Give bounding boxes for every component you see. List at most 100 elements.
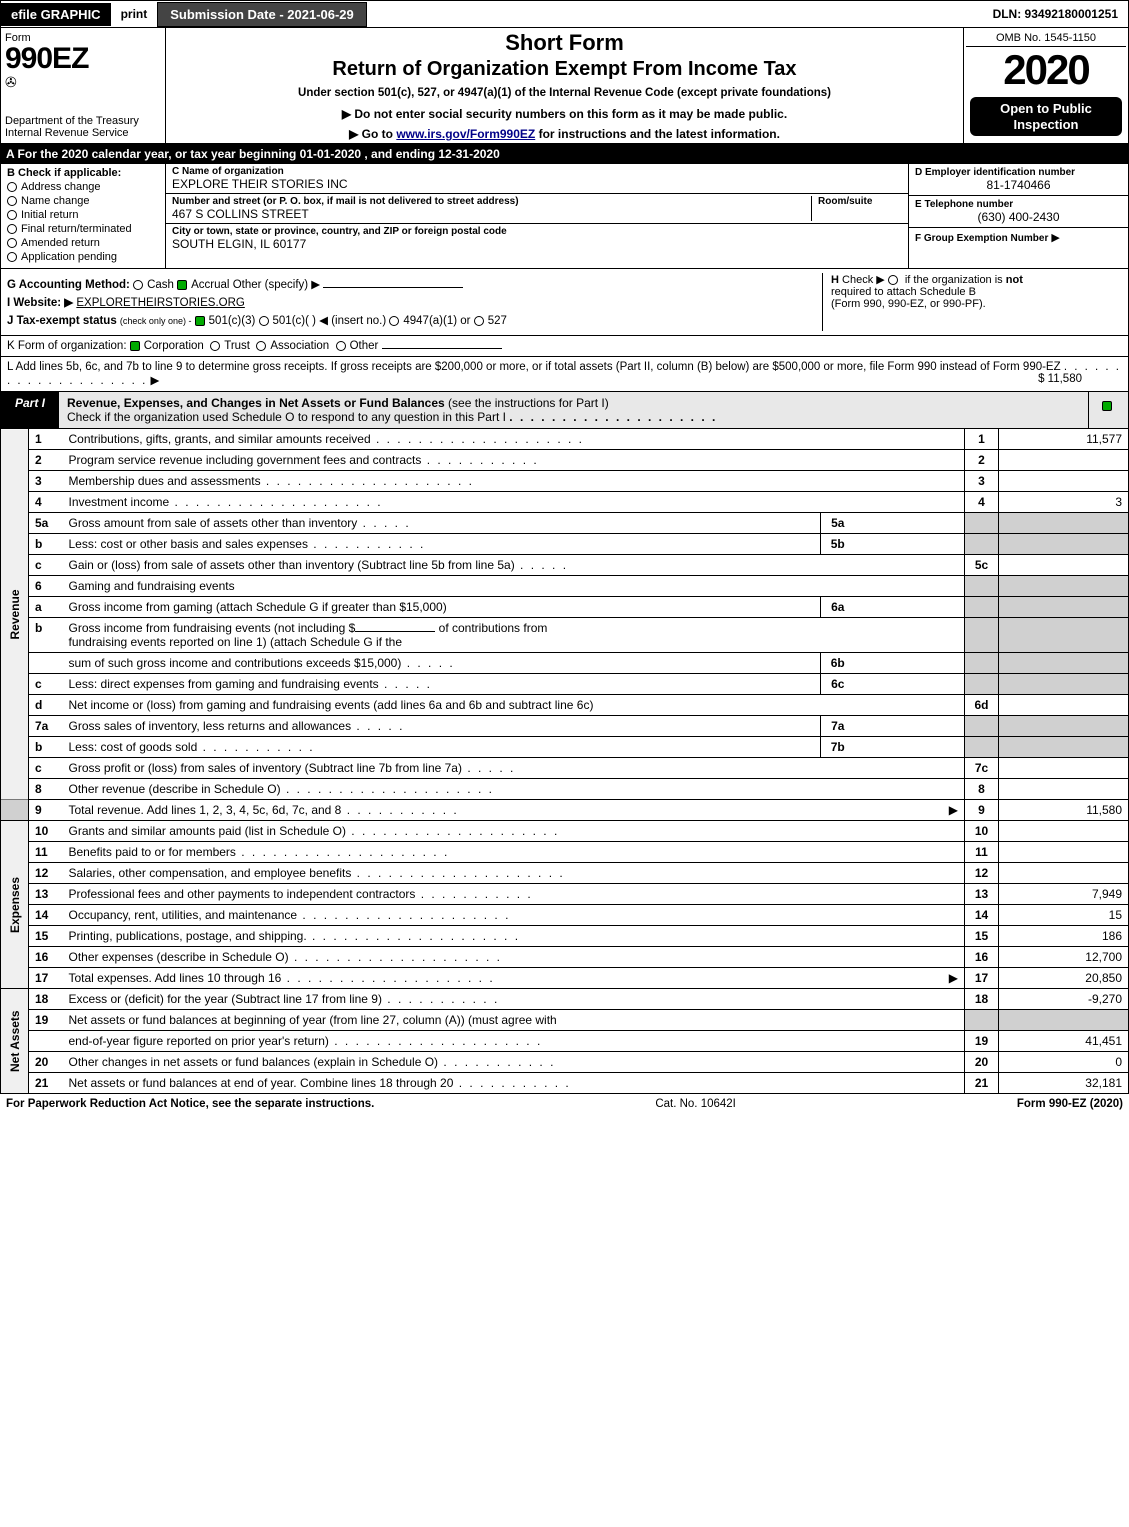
check-527[interactable] [474, 316, 484, 326]
check-association[interactable] [256, 341, 266, 351]
department-text: Department of the Treasury Internal Reve… [5, 115, 139, 139]
line-5b-amount [855, 534, 965, 555]
section-c-label: C Name of organization [172, 166, 902, 177]
city-value: SOUTH ELGIN, IL 60177 [172, 237, 902, 251]
line-7a-amount [855, 716, 965, 737]
dln: DLN: 93492180001251 [983, 7, 1128, 21]
form-subtitle-1: Under section 501(c), 527, or 4947(a)(1)… [174, 87, 955, 99]
website-value[interactable]: EXPLORETHEIRSTORIES.ORG [76, 297, 245, 309]
tax-exempt-status-row: J Tax-exempt status (check only one) - 5… [7, 313, 814, 327]
meta-block: G Accounting Method: Cash Accrual Other … [0, 269, 1129, 336]
part-title: Revenue, Expenses, and Changes in Net As… [67, 396, 445, 410]
line-11-amount [999, 842, 1129, 863]
line-2-amount [999, 450, 1129, 471]
check-schedule-o-used[interactable] [1102, 401, 1112, 411]
check-address-change[interactable]: Address change [7, 181, 159, 193]
ein-label: D Employer identification number [915, 167, 1122, 178]
omb-number: OMB No. 1545-1150 [966, 30, 1126, 47]
section-b-label: B Check if applicable: [7, 167, 159, 179]
check-accrual[interactable] [177, 280, 187, 290]
part-badge: Part I [1, 392, 59, 428]
tax-year: 2020 [966, 47, 1126, 93]
address-value: 467 S COLLINS STREET [172, 207, 805, 221]
part-1-header: Part I Revenue, Expenses, and Changes in… [0, 392, 1129, 429]
line-17-amount: 20,850 [999, 968, 1129, 989]
group-exemption-label: F Group Exemption Number [915, 233, 1048, 244]
expenses-side-label: Expenses [1, 821, 29, 989]
open-to-public-badge: Open to Public Inspection [970, 97, 1122, 136]
print-button[interactable]: print [111, 7, 158, 21]
submission-date-badge: Submission Date - 2021-06-29 [157, 2, 367, 27]
arrow-icon: ▶ [342, 107, 351, 121]
check-corporation[interactable] [130, 341, 140, 351]
line-20-amount: 0 [999, 1052, 1129, 1073]
line-14-amount: 15 [999, 905, 1129, 926]
line-5c-amount [999, 555, 1129, 576]
check-4947[interactable] [389, 316, 399, 326]
arrow-icon: ▶ [150, 373, 159, 387]
form-subtitle-2: ▶ Do not enter social security numbers o… [174, 107, 955, 121]
line-1-amount: 11,577 [999, 429, 1129, 450]
check-501c3[interactable] [195, 316, 205, 326]
form-title-short: Short Form [174, 30, 955, 56]
line-21-amount: 32,181 [999, 1073, 1129, 1094]
line-10-amount [999, 821, 1129, 842]
form-title-main: Return of Organization Exempt From Incom… [174, 58, 955, 81]
paperwork-notice: For Paperwork Reduction Act Notice, see … [6, 1098, 374, 1110]
form-subtitle-3: ▶ Go to www.irs.gov/Form990EZ for instru… [174, 127, 955, 141]
phone-label: E Telephone number [915, 199, 1122, 210]
gross-receipts-amount: $ 11,580 [1038, 373, 1082, 385]
efile-badge: efile GRAPHIC [1, 3, 111, 26]
revenue-side-label: Revenue [1, 429, 29, 800]
ein-value: 81-1740466 [915, 178, 1122, 192]
line-16-amount: 12,700 [999, 947, 1129, 968]
line-6c-amount [855, 674, 965, 695]
check-amended-return[interactable]: Amended return [7, 237, 159, 249]
line-k: K Form of organization: Corporation Trus… [0, 336, 1129, 357]
top-bar: efile GRAPHIC print Submission Date - 20… [0, 0, 1129, 28]
line-9-amount: 11,580 [999, 800, 1129, 821]
check-schedule-b-not-required[interactable] [888, 275, 898, 285]
tax-year-row: A For the 2020 calendar year, or tax yea… [0, 144, 1129, 164]
form-ref: 990-EZ [1049, 1098, 1087, 1110]
line-number: 1 [29, 429, 63, 450]
page-footer: For Paperwork Reduction Act Notice, see … [0, 1094, 1129, 1114]
accounting-method-row: G Accounting Method: Cash Accrual Other … [7, 277, 814, 291]
line-3-amount [999, 471, 1129, 492]
arrow-icon: ▶ [949, 971, 958, 985]
phone-value: (630) 400-2430 [915, 210, 1122, 224]
line-4-amount: 3 [999, 492, 1129, 513]
city-label: City or town, state or province, country… [172, 226, 902, 237]
form-number: 990EZ [5, 44, 161, 74]
line-18-amount: -9,270 [999, 989, 1129, 1010]
net-assets-side-label: Net Assets [1, 989, 29, 1094]
part-subtitle: Check if the organization used Schedule … [67, 410, 506, 424]
irs-icon: ✇ [5, 74, 17, 90]
arrow-icon: ▶ [349, 127, 358, 141]
line-7b-amount [855, 737, 965, 758]
check-final-return[interactable]: Final return/terminated [7, 223, 159, 235]
check-initial-return[interactable]: Initial return [7, 209, 159, 221]
line-7c-amount [999, 758, 1129, 779]
line-8-amount [999, 779, 1129, 800]
line-13-amount: 7,949 [999, 884, 1129, 905]
line-19-amount: 41,451 [999, 1031, 1129, 1052]
form-header: Form 990EZ ✇ Department of the Treasury … [0, 28, 1129, 144]
line-5a-amount [855, 513, 965, 534]
line-12-amount [999, 863, 1129, 884]
check-other-org[interactable] [336, 341, 346, 351]
check-501c[interactable] [259, 316, 269, 326]
line-15-amount: 186 [999, 926, 1129, 947]
check-name-change[interactable]: Name change [7, 195, 159, 207]
check-trust[interactable] [210, 341, 220, 351]
section-h: H Check ▶ if the organization is not req… [822, 273, 1122, 331]
line-l: L Add lines 5b, 6c, and 7b to line 9 to … [0, 357, 1129, 392]
line-6a-amount [855, 597, 965, 618]
check-application-pending[interactable]: Application pending [7, 251, 159, 263]
irs-link[interactable]: www.irs.gov/Form990EZ [396, 127, 535, 141]
arrow-icon: ▶ [1051, 232, 1059, 244]
check-cash[interactable] [133, 280, 143, 290]
room-label: Room/suite [818, 196, 902, 207]
line-6b-amount [855, 653, 965, 674]
line-6d-amount [999, 695, 1129, 716]
